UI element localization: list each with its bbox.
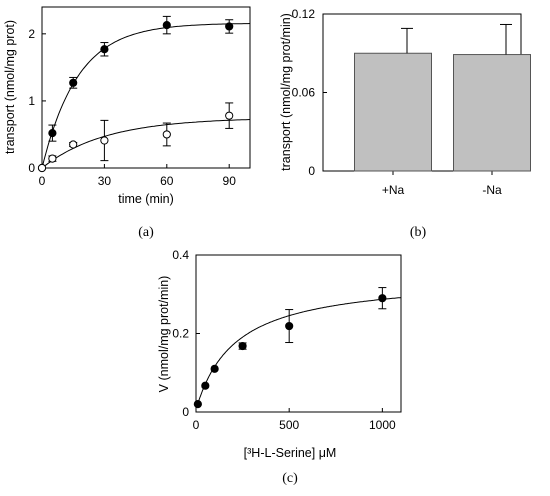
panel-a: 0 30 60 90 0 1 2 time (min) transport (nmol/mg… [3,6,251,240]
panel-b: 0 0.06 0.12 +Na -Na transport (nmol/mg prot/… [279,7,531,240]
panel-b-ticks: 0 0.06 0.12 +Na -Na [292,7,502,197]
x-tick-label: 90 [223,174,237,188]
data-point [37,163,47,173]
y-tick-label: 2 [28,27,35,41]
data-point [193,400,202,409]
bar [354,52,432,172]
data-point [201,381,210,390]
panel-c-ticks: 0 500 1000 0 0.2 0.4 [172,248,396,432]
x-tick-label: 0 [39,174,46,188]
panel-b-bars [354,23,531,172]
panel-b-y-label: transport (nmol/mg prot/min) [279,13,293,171]
panel-a-points [37,21,234,173]
data-point [69,78,78,87]
x-tick-label: 60 [160,174,174,188]
panel-a-x-label: time (min) [118,192,174,206]
panel-c-y-label: V (nmol/mg prot/min) [157,276,171,393]
panel-a-frame [41,6,251,169]
fit-curve-0 [41,23,251,169]
x-tick-label: 30 [98,174,112,188]
category-label: -Na [482,183,502,197]
y-tick-label: 1 [28,94,35,108]
data-point [210,364,219,373]
y-tick-label: 0 [308,164,315,178]
panel-a-y-label: transport (nmol/mg prot) [3,20,17,154]
data-point [162,130,171,139]
panel-c: 0 500 1000 0 0.2 0.4 [³H-L-Serine] μM V (nmol… [157,248,402,486]
y-tick-label: 0 [28,161,35,175]
data-point [69,140,78,149]
y-tick-label: 0.06 [292,86,316,100]
panel-c-points [193,294,387,409]
data-point [378,294,387,303]
data-point [225,111,234,120]
panel-c-fits [197,297,402,404]
panel-b-label: (b) [410,225,427,240]
panel-a-label: (a) [138,225,154,240]
data-point [100,45,109,54]
data-point [100,136,109,145]
x-tick-label: 0 [193,418,200,432]
data-point [48,129,57,138]
x-tick-label: 1000 [369,418,396,432]
panel-a-ticks: 0 30 60 90 0 1 2 [28,27,236,188]
data-point [162,21,171,30]
data-point [238,341,247,351]
bar [453,54,531,172]
y-tick-label: 0.2 [172,327,189,341]
y-tick-label: 0.4 [172,248,189,262]
category-label: +Na [382,183,405,197]
x-tick-label: 500 [279,418,299,432]
panel-c-x-label: [³H-L-Serine] μM [244,446,337,460]
y-tick-label: 0 [182,405,189,419]
panel-c-label: (c) [282,471,298,486]
data-point [225,22,234,31]
data-point [285,321,294,331]
fit-curve-0 [197,297,402,404]
data-point [48,154,57,163]
y-tick-label: 0.12 [292,7,316,21]
